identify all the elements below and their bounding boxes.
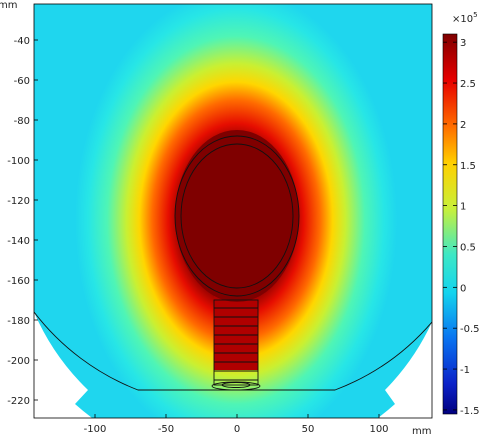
axes-frame bbox=[33, 3, 433, 419]
outer-ellipse bbox=[174, 135, 300, 297]
y-tick-label: -200 bbox=[7, 356, 30, 367]
base-loop-outer bbox=[211, 381, 261, 391]
stem-channel bbox=[213, 299, 259, 386]
y-tick-label: -140 bbox=[7, 236, 30, 247]
x-tick-label: 50 bbox=[302, 424, 315, 435]
y-tick-label: -80 bbox=[14, 116, 30, 127]
colorbar-tick-label: -1.5 bbox=[460, 406, 480, 417]
colorbar-ticks: 3 2.5 2 1.5 1 0.5 0 -0.5 -1 -1.5 bbox=[443, 38, 480, 417]
colorbar-tick-label: -0.5 bbox=[460, 324, 480, 335]
y-tick-label: -120 bbox=[7, 196, 30, 207]
colorbar: ×105 3 2.5 2 1.5 1 0.5 0 -0.5 -1 -1.5 bbox=[442, 11, 480, 417]
base-loop-inner bbox=[221, 382, 251, 388]
y-tick-label: -160 bbox=[7, 276, 30, 287]
field-area bbox=[34, 4, 432, 418]
y-axis: -40 -60 -80 -100 -120 -140 -160 -180 -200 -220 bbox=[7, 36, 38, 407]
x-tick-label: 100 bbox=[369, 424, 388, 435]
y-tick-label: -100 bbox=[7, 156, 30, 167]
stem-hot-region bbox=[214, 290, 258, 370]
colorbar-multiplier: ×105 bbox=[452, 11, 478, 25]
x-axis-unit-label: mm bbox=[412, 426, 431, 437]
colorbar-tick-label: 2.5 bbox=[460, 79, 476, 90]
colorbar-tick-label: 3 bbox=[460, 38, 466, 49]
y-tick-label: -180 bbox=[7, 316, 30, 327]
colorbar-multiplier-exponent: 5 bbox=[473, 11, 477, 19]
geometry-outlines bbox=[34, 135, 432, 391]
colorbar-tick-label: 0 bbox=[460, 283, 466, 294]
colorbar-gradient bbox=[442, 33, 458, 415]
y-tick-label: -220 bbox=[7, 396, 30, 407]
x-axis: -100 -50 0 50 100 bbox=[84, 414, 389, 435]
hot-core bbox=[175, 130, 299, 302]
colorbar-tick-label: 1.5 bbox=[460, 161, 476, 172]
stem-rungs bbox=[214, 307, 258, 381]
y-tick-label: -40 bbox=[14, 36, 30, 47]
colorbar-multiplier-base: ×10 bbox=[452, 14, 473, 25]
colorbar-tick-label: 0.5 bbox=[460, 242, 476, 253]
inner-ellipse bbox=[180, 143, 294, 289]
colorbar-tick-label: 2 bbox=[460, 120, 466, 131]
x-tick-label: -50 bbox=[158, 424, 174, 435]
colorbar-tick-label: -1 bbox=[460, 365, 470, 376]
colorbar-tick-label: 1 bbox=[460, 202, 466, 213]
y-tick-label: -60 bbox=[14, 76, 30, 87]
x-tick-label: -100 bbox=[84, 424, 107, 435]
y-axis-unit-label: mm bbox=[0, 0, 17, 11]
x-tick-label: 0 bbox=[234, 424, 240, 435]
